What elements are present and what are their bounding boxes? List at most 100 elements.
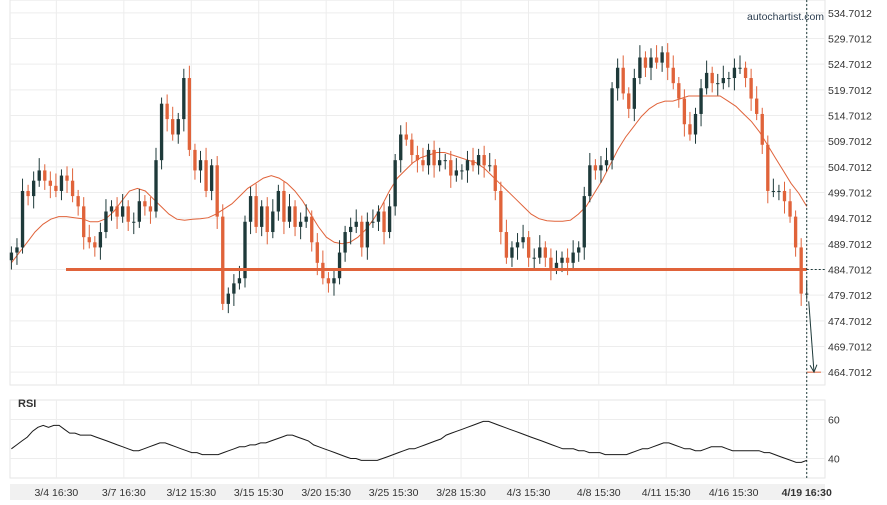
candle-down: [766, 144, 770, 191]
candle-up: [271, 211, 275, 233]
y-tick-label: 484.7012: [828, 264, 872, 276]
candle-up: [343, 232, 347, 253]
y-tick-label: 489.7012: [828, 239, 872, 251]
candle-down: [654, 57, 659, 63]
candle-down: [282, 190, 286, 222]
candle-up: [243, 221, 247, 279]
candle-up: [727, 78, 731, 80]
candle-up: [704, 72, 709, 89]
candle-up: [510, 247, 514, 258]
candle-up: [738, 67, 742, 69]
y-tick-label: 464.7012: [828, 367, 872, 379]
candle-up: [298, 221, 303, 227]
candle-up: [198, 160, 203, 171]
candle-down: [671, 67, 675, 84]
candles-layer: [9, 43, 809, 314]
rsi-title: RSI: [18, 398, 36, 410]
candle-up: [632, 78, 636, 109]
candle-down: [449, 160, 453, 176]
candle-down: [743, 67, 748, 79]
x-tick-label: 4/3 15:30: [507, 487, 551, 499]
candle-down: [93, 242, 97, 248]
y-tick-label: 474.7012: [828, 316, 872, 328]
candle-up: [488, 165, 492, 167]
y-tick-label: 509.7012: [828, 136, 872, 148]
candle-up: [582, 196, 586, 248]
candle-up: [454, 170, 459, 176]
candle-down: [643, 57, 648, 68]
rsi-line: [11, 420, 807, 463]
candle-down: [187, 78, 192, 150]
candle-down: [749, 78, 753, 99]
candle-down: [565, 257, 570, 263]
x-tick-label: 4/16 15:30: [709, 487, 759, 499]
projection-arrow-line: [808, 301, 815, 373]
candle-up: [426, 149, 431, 166]
candle-down: [404, 134, 408, 140]
candle-up: [443, 160, 447, 162]
candle-up: [554, 262, 559, 268]
candle-up: [604, 160, 609, 166]
candle-down: [688, 124, 692, 135]
candle-up: [209, 165, 214, 191]
x-axis-band: [10, 484, 825, 500]
candle-down: [54, 185, 58, 191]
candle-up: [260, 206, 264, 227]
candle-down: [793, 216, 798, 248]
candle-up: [716, 83, 720, 85]
rsi-panel: 60 40: [10, 415, 840, 466]
moving-average-line: [11, 95, 808, 264]
candle-up: [771, 190, 776, 192]
candle-up: [304, 216, 308, 222]
candle-down: [382, 211, 386, 233]
candle-up: [660, 52, 664, 63]
candle-down: [193, 149, 197, 171]
candle-down: [65, 175, 69, 181]
y-tick-label: 504.7012: [828, 162, 872, 174]
candle-down: [326, 278, 331, 284]
candle-up: [37, 170, 41, 181]
candle-down: [204, 160, 208, 191]
candle-down: [70, 180, 75, 197]
candle-up: [232, 283, 236, 294]
candle-down: [526, 237, 531, 258]
candle-down: [782, 190, 787, 202]
candle-up: [104, 211, 108, 233]
candle-down: [682, 98, 687, 125]
candle-down: [82, 206, 86, 238]
grid-layer: [9, 0, 826, 500]
x-tick-label: 3/4 16:30: [34, 487, 78, 499]
candle-down: [221, 216, 225, 304]
candle-down: [482, 155, 486, 166]
candle-up: [15, 247, 19, 253]
x-tick-label: 4/19 16:30: [782, 487, 832, 499]
y-tick-label: 514.7012: [828, 110, 872, 122]
candle-up: [476, 155, 481, 166]
candle-down: [415, 155, 420, 161]
candle-down: [254, 196, 258, 227]
y-tick-label: 529.7012: [828, 33, 872, 45]
candle-up: [399, 134, 403, 161]
x-tick-label: 3/15 15:30: [234, 487, 284, 499]
candle-up: [588, 165, 592, 197]
candle-down: [310, 216, 314, 243]
candle-up: [287, 206, 292, 222]
candle-up: [365, 221, 370, 248]
y-tick-label: 479.7012: [828, 290, 872, 302]
y-tick-label: 494.7012: [828, 213, 872, 225]
candle-up: [805, 293, 809, 295]
candle-up: [638, 57, 642, 79]
candle-up: [615, 67, 620, 89]
candle-down: [293, 206, 297, 227]
candle-down: [360, 221, 364, 248]
axis-layer: 3/4 16:30 3/7 16:30 3/12 15:30 3/15 15:30 3/…: [34, 0, 872, 499]
candle-up: [610, 88, 614, 161]
candle-up: [354, 221, 358, 227]
candle-up: [109, 206, 114, 212]
y-tick-label: 524.7012: [828, 59, 872, 71]
x-tick-label: 3/28 15:30: [436, 487, 486, 499]
candle-up: [387, 206, 392, 233]
candle-up: [599, 165, 603, 171]
